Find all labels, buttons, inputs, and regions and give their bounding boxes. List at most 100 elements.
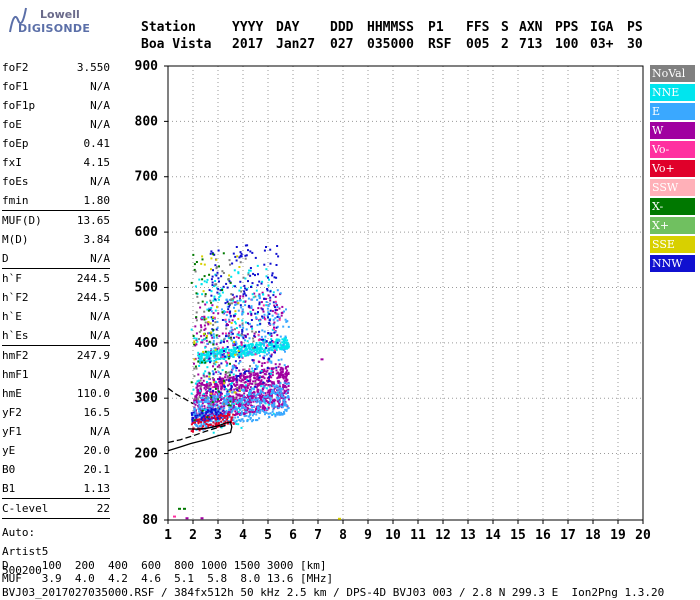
data-point (221, 332, 224, 335)
data-point (233, 341, 236, 343)
data-point (210, 360, 212, 363)
data-point (239, 295, 242, 298)
data-point (281, 403, 283, 406)
data-point (192, 253, 195, 256)
data-point (222, 252, 225, 255)
data-point (283, 338, 286, 341)
data-point (276, 334, 279, 337)
data-point (263, 405, 266, 408)
data-point (256, 419, 259, 422)
data-point (256, 324, 259, 327)
data-point (210, 278, 213, 281)
data-point (270, 395, 273, 398)
data-point (273, 321, 276, 324)
param-row: yF2 16.5 (2, 403, 110, 422)
data-point (215, 412, 218, 414)
param-value: N/A (90, 80, 110, 93)
data-point (230, 331, 233, 334)
data-point (280, 358, 283, 361)
data-point (280, 314, 283, 317)
data-point (252, 296, 255, 299)
param-row: hmF2 247.9 (2, 346, 110, 365)
data-point (193, 402, 196, 405)
data-point (211, 411, 214, 414)
data-point (213, 416, 216, 419)
data-point (193, 375, 196, 378)
data-point (268, 319, 271, 322)
data-point (232, 355, 235, 358)
data-point (275, 369, 278, 372)
data-point (273, 345, 276, 348)
data-point (273, 391, 275, 394)
data-point (255, 316, 258, 319)
data-point (242, 412, 245, 415)
data-point (266, 377, 269, 380)
data-point (234, 351, 237, 354)
data-point (233, 388, 236, 391)
data-point (260, 335, 263, 338)
data-point (263, 398, 266, 401)
data-point (262, 351, 265, 354)
plot-frame (167, 65, 644, 521)
data-point (206, 411, 209, 414)
data-point (274, 331, 277, 333)
data-point (252, 272, 255, 275)
data-point (203, 394, 206, 397)
data-point (221, 392, 223, 395)
data-point (226, 416, 229, 419)
data-point (228, 414, 231, 417)
data-point (217, 405, 220, 408)
data-point (267, 316, 269, 319)
data-point (240, 355, 243, 358)
data-point (241, 328, 244, 331)
data-point (280, 370, 283, 373)
data-point (236, 353, 239, 356)
data-point-outlier (178, 507, 181, 510)
data-point (246, 340, 249, 343)
data-point (250, 314, 253, 317)
data-point (252, 353, 255, 356)
data-point (202, 425, 205, 428)
data-point (272, 291, 275, 294)
x-tick-label: 1 (164, 528, 172, 543)
data-point (235, 259, 238, 262)
data-point (212, 299, 215, 302)
data-point (204, 419, 207, 422)
data-point (267, 332, 270, 334)
data-point (244, 388, 247, 391)
data-point (208, 384, 211, 387)
data-point (195, 337, 198, 340)
data-point (195, 332, 198, 335)
data-point (223, 414, 225, 417)
data-point (230, 275, 233, 278)
header-value-ps: 30 (627, 37, 643, 52)
data-point (240, 252, 243, 255)
data-point (270, 344, 273, 347)
data-point (286, 373, 288, 376)
data-point (194, 403, 197, 406)
data-point (229, 281, 232, 284)
data-point (235, 423, 238, 425)
data-point (235, 335, 238, 338)
param-key: MUF(D) (2, 214, 42, 227)
data-point (270, 332, 273, 335)
x-tick-label: 3 (214, 528, 222, 543)
data-point (217, 410, 220, 413)
data-point (240, 255, 243, 258)
y-tick-label: 80 (142, 513, 158, 528)
params-divider (2, 345, 110, 346)
data-point (239, 251, 242, 254)
data-point (261, 362, 264, 365)
data-point (193, 340, 196, 343)
params-group-muf: MUF(D) 13.65 M(D) 3.84 D N/A (2, 211, 110, 268)
param-key: foEp (2, 137, 29, 150)
param-value: 4.15 (83, 156, 111, 169)
data-point (212, 389, 215, 392)
header-value-year: 2017 (232, 37, 264, 52)
data-point (206, 354, 209, 357)
data-point (271, 368, 274, 371)
data-point (238, 419, 241, 421)
data-point (231, 262, 234, 265)
data-point (228, 259, 231, 262)
data-point (206, 406, 209, 409)
